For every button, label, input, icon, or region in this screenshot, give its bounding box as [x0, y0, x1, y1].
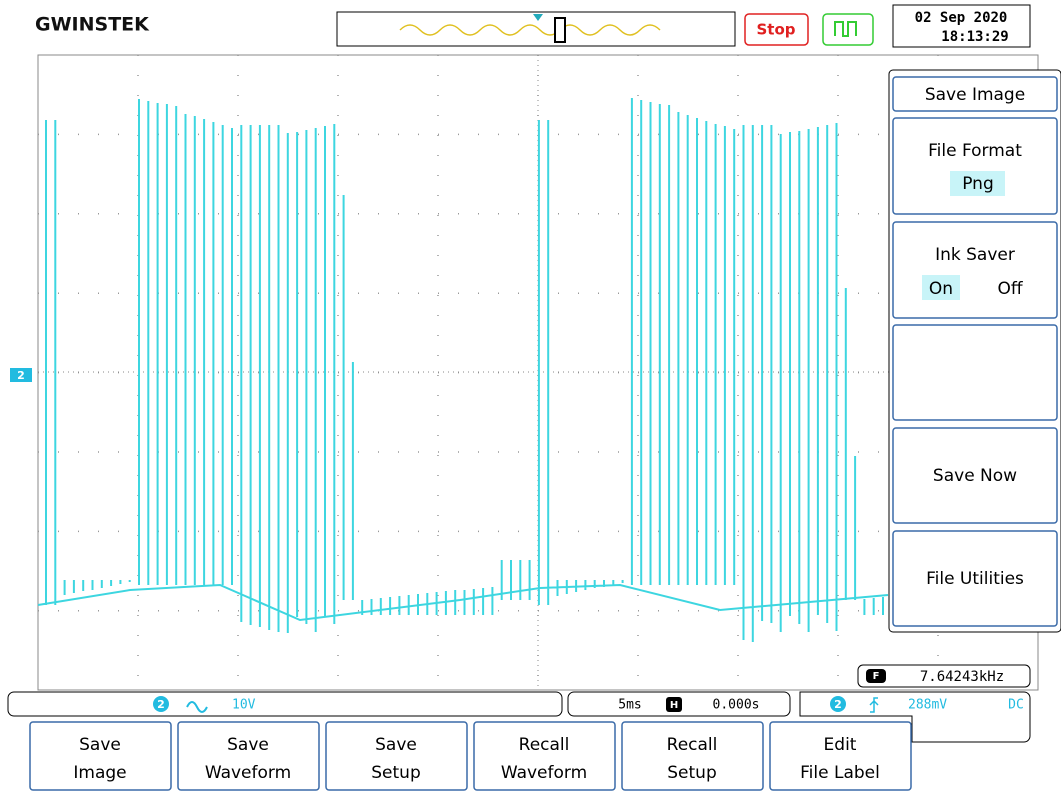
ink-saver-on: On	[929, 279, 953, 299]
preview-window	[555, 18, 565, 42]
channel-number: 2	[157, 698, 165, 711]
save-now: Save Now	[933, 466, 1017, 486]
frequency: 7.64243kHz	[920, 669, 1004, 685]
position: 0.000s	[713, 698, 760, 713]
frequency-icon: F	[873, 671, 880, 682]
menu-title: Save Image	[925, 85, 1025, 105]
soft-button-label: Edit	[824, 735, 857, 755]
channel-status	[8, 692, 562, 716]
ink-saver-button[interactable]	[893, 222, 1057, 318]
soft-button-label: Save	[375, 735, 417, 755]
brand: GWINSTEK	[35, 14, 150, 36]
file-format-value: Png	[962, 174, 994, 194]
channel-marker: 2	[17, 369, 25, 382]
soft-button-label: Save	[79, 735, 121, 755]
empty-button[interactable]	[893, 325, 1057, 420]
soft-button-label: Recall	[667, 735, 718, 755]
timebase: 5ms	[618, 698, 641, 713]
run-state: Stop	[756, 21, 795, 39]
file-format-label: File Format	[928, 141, 1022, 161]
soft-button-label: Setup	[667, 763, 716, 783]
h-icon: H	[670, 700, 678, 711]
ink-saver-label: Ink Saver	[935, 245, 1015, 265]
time: 18:13:29	[941, 29, 1008, 45]
scope-screen: GWINSTEK Stop 02 Sep 2020 18:13:29 2 Sav…	[0, 0, 1061, 794]
trigger-channel: 2	[834, 698, 842, 711]
file-format-button[interactable]	[893, 118, 1057, 214]
soft-button-label: Waveform	[501, 763, 587, 783]
soft-button-label: Recall	[519, 735, 570, 755]
coupling: DC	[1008, 698, 1024, 713]
soft-button-label: Image	[73, 763, 126, 783]
soft-button-label: Setup	[371, 763, 420, 783]
soft-button-label: Save	[227, 735, 269, 755]
channel-scale: 10V	[232, 698, 256, 713]
soft-button-label: Waveform	[205, 763, 291, 783]
trigger-level: 288mV	[908, 698, 947, 713]
soft-button-label: File Label	[800, 763, 880, 783]
date: 02 Sep 2020	[915, 10, 1008, 26]
ink-saver-off: Off	[997, 279, 1023, 299]
file-utilities: File Utilities	[926, 569, 1024, 589]
